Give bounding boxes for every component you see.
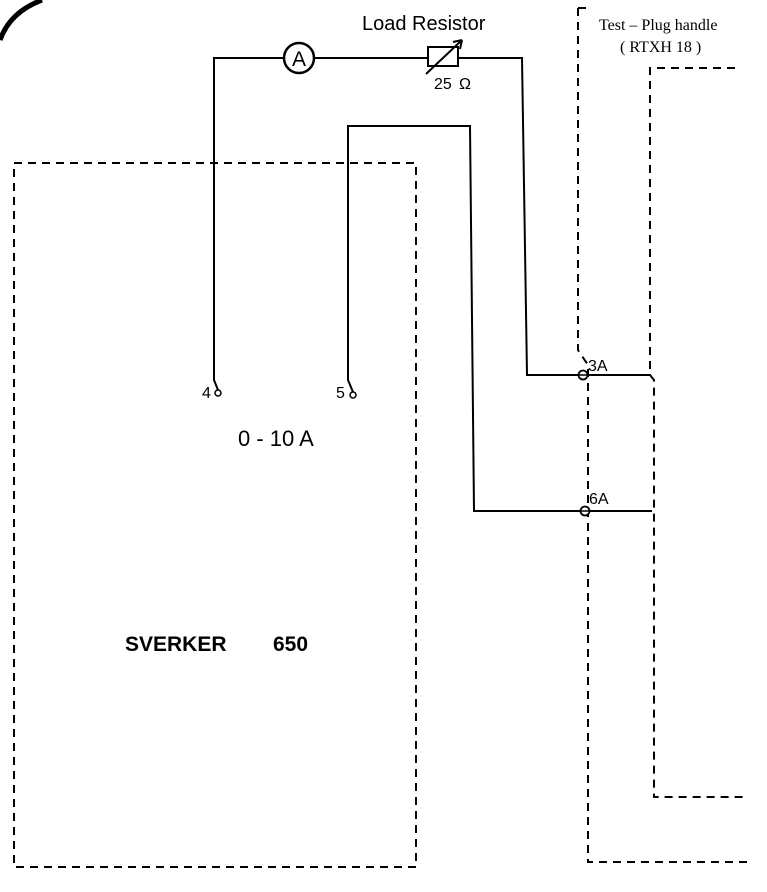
terminal-5-node (349, 391, 357, 399)
wire-terminal-5-to-6A (347, 125, 652, 512)
ohm-symbol: Ω (459, 76, 471, 93)
terminal-4-node (214, 389, 222, 397)
corner-mark (0, 0, 43, 41)
terminal-4-label: 4 (202, 385, 211, 402)
test-plug-enclosure (577, 7, 748, 863)
terminal-3A-label: 3A (588, 358, 608, 375)
load-resistor-label: Load Resistor (362, 13, 486, 35)
wire-terminal-4-to-ammeter (213, 57, 284, 391)
test-plug-inner-enclosure (649, 67, 748, 798)
terminal-6A-node (579, 505, 591, 517)
sverker-name: SVERKER (125, 633, 227, 656)
sverker-model: 650 (273, 633, 308, 656)
wire-resistor-to-3A (458, 57, 651, 376)
variable-arrow-icon (425, 39, 463, 75)
test-plug-title: Test – Plug handle (599, 17, 717, 34)
test-plug-model: ( RTXH 18 ) (620, 39, 701, 56)
ammeter-symbol: A (292, 48, 306, 71)
ammeter: A (282, 41, 316, 75)
terminal-5-label: 5 (336, 385, 345, 402)
terminal-6A-label: 6A (589, 491, 609, 508)
current-range-label: 0 - 10 A (238, 426, 314, 451)
load-resistor (425, 39, 463, 75)
load-resistor-value: 25 (434, 76, 452, 93)
terminal-3A-node (577, 369, 589, 381)
